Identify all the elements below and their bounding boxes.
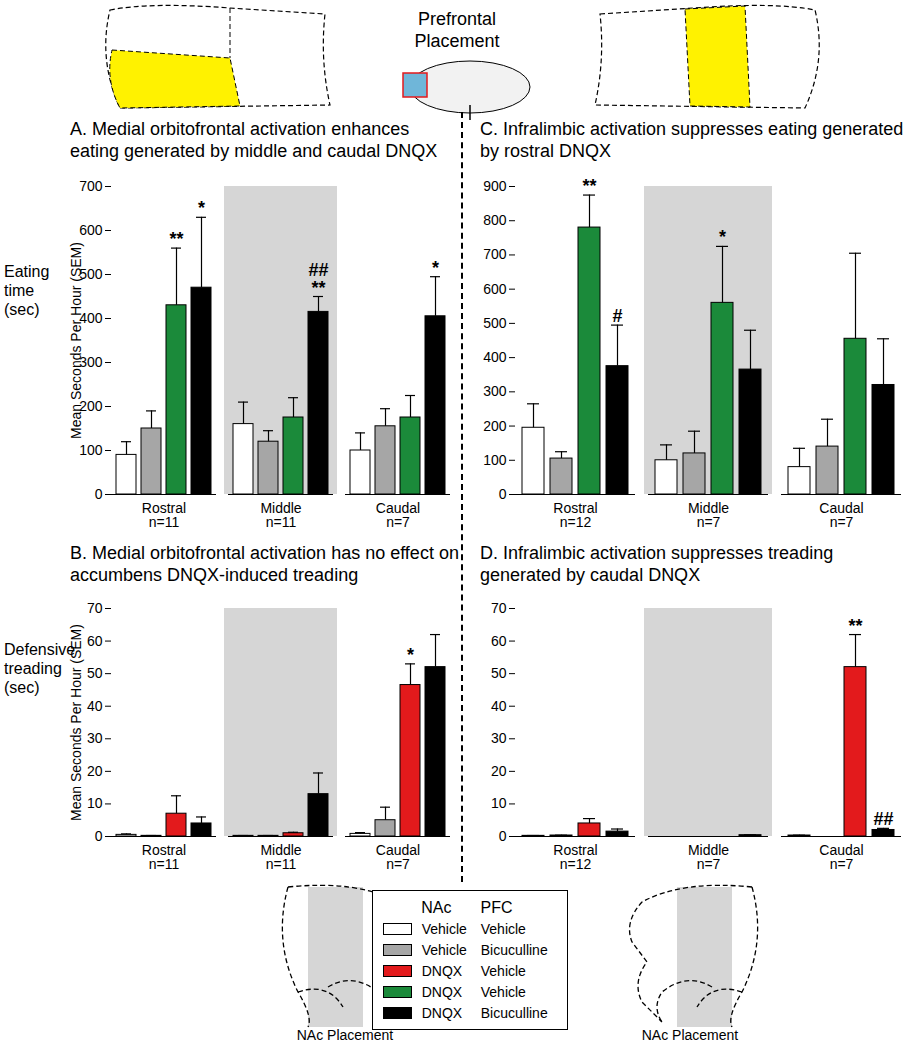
html-text:Vehicle: Vehicle	[421, 920, 467, 937]
svg-text:200: 200	[79, 398, 103, 414]
svg-text:*: *	[198, 198, 205, 218]
svg-text:Rostraln=12: Rostraln=12	[553, 842, 597, 872]
html-text:D. Infralimbic activation supp: D. Infralimbic activation suppresses tre…	[480, 543, 834, 585]
svg-text:500: 500	[483, 315, 507, 331]
svg-text:300: 300	[483, 383, 507, 399]
svg-text:600: 600	[79, 222, 103, 238]
svg-text:**: **	[582, 176, 596, 196]
svg-text:Caudaln=7: Caudaln=7	[376, 500, 420, 530]
svg-text:Middlen=7: Middlen=7	[688, 842, 729, 872]
html-text:B. Medial orbitofrontal activa: B. Medial orbitofrontal activation has n…	[70, 543, 459, 585]
html-text:C. Infralimbic activation supp: C. Infralimbic activation suppresses eat…	[480, 119, 904, 161]
svg-text:200: 200	[483, 418, 507, 434]
html-text:Vehicle: Vehicle	[421, 941, 467, 958]
svg-text:0: 0	[95, 828, 103, 844]
svg-text:##**: ##**	[308, 260, 328, 298]
svg-text:50: 50	[87, 665, 103, 681]
svg-text:800: 800	[483, 212, 507, 228]
html-text:Bicuculline: Bicuculline	[480, 941, 548, 958]
svg-text:60: 60	[87, 633, 103, 649]
svg-text:500: 500	[79, 266, 103, 282]
svg-text:20: 20	[87, 763, 103, 779]
svg-text:*: *	[719, 227, 726, 247]
html-text:DNQX: DNQX	[421, 983, 463, 1000]
svg-text:100: 100	[483, 452, 507, 468]
svg-text:#: #	[612, 306, 622, 326]
html-text:Eating time (sec): Eating time (sec)	[4, 263, 50, 318]
svg-text:Rostraln=11: Rostraln=11	[142, 500, 186, 530]
html-text:Bicuculline: Bicuculline	[480, 1004, 548, 1021]
svg-text:10: 10	[87, 795, 103, 811]
svg-text:60: 60	[491, 633, 507, 649]
html-text:Vehicle: Vehicle	[480, 920, 526, 937]
svg-text:400: 400	[79, 310, 103, 326]
html-text:Vehicle: Vehicle	[480, 962, 526, 979]
svg-text:0: 0	[499, 828, 507, 844]
svg-text:100: 100	[79, 442, 103, 458]
svg-text:Mean Seconds Per Hour (SEM): Mean Seconds Per Hour (SEM)	[68, 242, 84, 439]
svg-text:900: 900	[483, 178, 507, 194]
svg-text:*: *	[407, 645, 414, 665]
html-text:DNQX: DNQX	[421, 1004, 463, 1021]
svg-text:0: 0	[499, 486, 507, 502]
html-text:Prefrontal Placement: Prefrontal Placement	[414, 9, 500, 51]
svg-text:10: 10	[491, 795, 507, 811]
svg-text:**: **	[848, 616, 862, 636]
svg-text:Rostraln=12: Rostraln=12	[553, 500, 597, 530]
svg-text:50: 50	[491, 665, 507, 681]
html-text:NAc Placement: NAc Placement	[296, 1027, 394, 1043]
html-text:DNQX: DNQX	[421, 962, 463, 979]
html-text:A. Medial orbitofrontal activa: A. Medial orbitofrontal activation enhan…	[70, 119, 438, 161]
svg-text:70: 70	[491, 600, 507, 616]
svg-text:**: **	[169, 229, 183, 249]
svg-text:*: *	[432, 258, 439, 278]
svg-text:700: 700	[79, 178, 103, 194]
svg-text:600: 600	[483, 281, 507, 297]
svg-text:Caudaln=7: Caudaln=7	[819, 842, 863, 872]
svg-text:Caudaln=7: Caudaln=7	[819, 500, 863, 530]
svg-text:Caudaln=7: Caudaln=7	[376, 842, 420, 872]
svg-text:300: 300	[79, 354, 103, 370]
html-text:Defensive treading (sec): Defensive treading (sec)	[4, 641, 76, 696]
html-text:NAc: NAc	[421, 898, 452, 916]
svg-text:Middlen=7: Middlen=7	[688, 500, 729, 530]
html-text:NAc Placement: NAc Placement	[641, 1027, 739, 1043]
svg-text:Mean Seconds Per Hour (SEM): Mean Seconds Per Hour (SEM)	[68, 624, 84, 821]
svg-text:0: 0	[95, 486, 103, 502]
svg-text:20: 20	[491, 763, 507, 779]
svg-text:40: 40	[87, 698, 103, 714]
svg-text:70: 70	[87, 600, 103, 616]
svg-text:Middlen=11: Middlen=11	[260, 500, 301, 530]
svg-text:30: 30	[87, 730, 103, 746]
svg-text:40: 40	[491, 698, 507, 714]
svg-text:Middlen=11: Middlen=11	[260, 842, 301, 872]
svg-text:400: 400	[483, 349, 507, 365]
svg-text:Rostraln=11: Rostraln=11	[142, 842, 186, 872]
html-text:PFC: PFC	[480, 898, 513, 916]
html-text:Vehicle: Vehicle	[480, 983, 526, 1000]
svg-text:##: ##	[873, 809, 893, 829]
svg-text:700: 700	[483, 246, 507, 262]
svg-text:30: 30	[491, 730, 507, 746]
